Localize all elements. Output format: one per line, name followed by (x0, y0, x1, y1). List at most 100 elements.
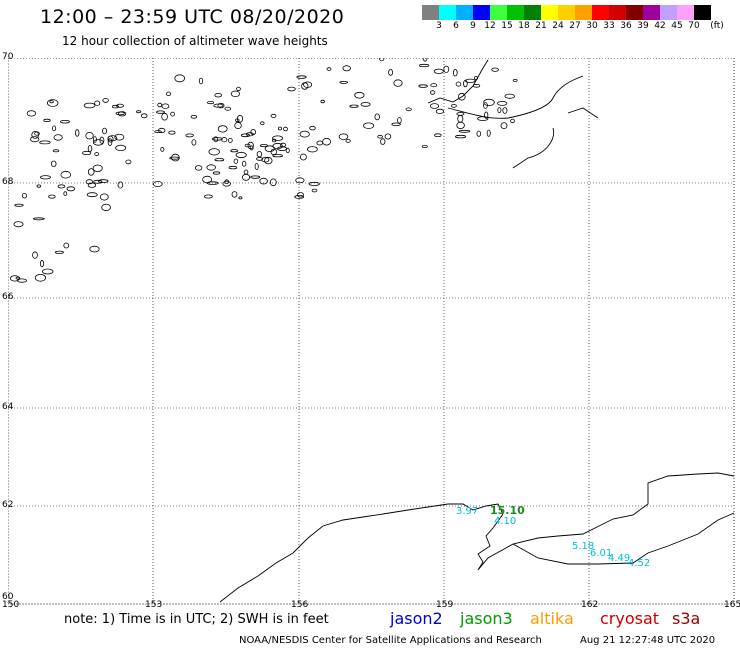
satellite-cryosat: cryosat (600, 609, 660, 628)
lake-outline (60, 170, 72, 179)
lake-outline (510, 118, 515, 124)
lake-outline (322, 137, 332, 146)
lake-outline (89, 245, 100, 253)
lake-outline (256, 150, 263, 158)
color-scale-labels: 3 6 9 12 15 18 21 24 27 30 33 36 39 42 45 70 (ft) (422, 20, 724, 34)
coastline-south (219, 472, 735, 603)
lake-outline (49, 100, 54, 104)
lake-outline (87, 182, 97, 188)
lake-outline (94, 100, 101, 106)
swh-value: 15.10 (490, 504, 525, 517)
lake-outline (360, 102, 371, 107)
scale-label: 12 (484, 21, 496, 31)
lake-outline (168, 130, 176, 135)
lake-outline (198, 77, 204, 85)
map-frame (8, 58, 735, 605)
lake-outline (86, 192, 98, 198)
lake-outline (377, 134, 383, 139)
lake-outline (166, 91, 172, 96)
scale-unit: (ft) (710, 21, 724, 31)
scale-label: 21 (535, 21, 547, 31)
scale-swatch (490, 5, 507, 20)
lake-outline (52, 125, 57, 132)
lake-outline (92, 164, 103, 172)
lake-outline (85, 131, 94, 140)
lake-outline (458, 129, 471, 133)
latitude-label: 68 (2, 177, 14, 187)
lake-outline (85, 179, 94, 185)
lake-outline (285, 147, 290, 154)
lake-outline (384, 133, 392, 140)
lake-outline (50, 160, 57, 167)
lake-outline (326, 67, 332, 71)
lake-outline (308, 181, 320, 186)
lake-outline (99, 193, 109, 201)
lake-outline (92, 139, 104, 146)
lake-outline (17, 278, 27, 283)
lake-outline (217, 102, 225, 109)
lake-outline (154, 130, 162, 133)
longitude-label: 159 (436, 600, 454, 610)
latitude-label: 66 (2, 292, 14, 302)
lake-outline (115, 111, 125, 116)
lake-outline (57, 184, 66, 189)
longitude-label: 150 (2, 600, 20, 610)
lake-outline (230, 149, 239, 153)
lake-outline (54, 250, 64, 254)
lake-outline (272, 154, 284, 158)
lake-outline (433, 68, 444, 74)
latitude-label: 64 (2, 402, 14, 412)
lake-outline (457, 92, 466, 101)
lake-outline (174, 74, 186, 83)
scale-swatch (592, 5, 609, 20)
lake-outline (40, 259, 45, 268)
lake-outline (342, 65, 351, 72)
lake-outline (233, 158, 239, 164)
lake-outline (114, 133, 125, 141)
lake-outline (418, 84, 428, 88)
scale-label: 30 (586, 21, 598, 31)
latitude-label: 60 (2, 592, 14, 602)
lake-outline (418, 63, 430, 68)
lake-outline (429, 90, 436, 95)
lake-outline (36, 184, 41, 188)
scale-swatch (524, 5, 541, 20)
lake-outline (87, 168, 95, 176)
lake-outline (52, 149, 60, 153)
lake-outline (107, 138, 113, 146)
lake-outline (421, 145, 428, 149)
lake-outline (47, 99, 59, 107)
swh-value: 3.97 (456, 506, 479, 517)
lake-outline (214, 158, 225, 162)
scale-label: 42 (654, 21, 666, 31)
swh-value: 5.18 (572, 541, 595, 552)
scale-swatch (541, 5, 558, 20)
lake-outline (228, 165, 238, 170)
lake-outline (497, 101, 508, 106)
lake-outline (256, 157, 264, 161)
lake-outline (230, 90, 240, 97)
page-title: 12:00 – 23:59 UTC 08/20/2020 (40, 6, 345, 28)
lake-outline (422, 58, 428, 62)
lake-outline (231, 191, 238, 198)
lake-outline (476, 130, 482, 137)
lake-outline (295, 177, 305, 184)
swh-value: 4.10 (494, 516, 517, 527)
lake-outline (26, 110, 37, 117)
scale-label: 70 (688, 21, 700, 31)
lake-outline (512, 78, 518, 82)
lake-outline (227, 138, 233, 143)
scale-label: 33 (603, 21, 615, 31)
lake-outline (452, 68, 458, 77)
lake-outline (160, 147, 165, 152)
scale-label: 18 (518, 21, 530, 31)
lake-outline (391, 122, 401, 126)
lake-outline (208, 148, 220, 156)
lake-outline (82, 150, 92, 156)
lake-outline (270, 113, 277, 118)
lake-outline (379, 58, 385, 62)
lake-outline (236, 86, 241, 92)
lake-outline (486, 129, 491, 137)
lake-outline (497, 107, 502, 113)
lake-outline (185, 133, 194, 138)
